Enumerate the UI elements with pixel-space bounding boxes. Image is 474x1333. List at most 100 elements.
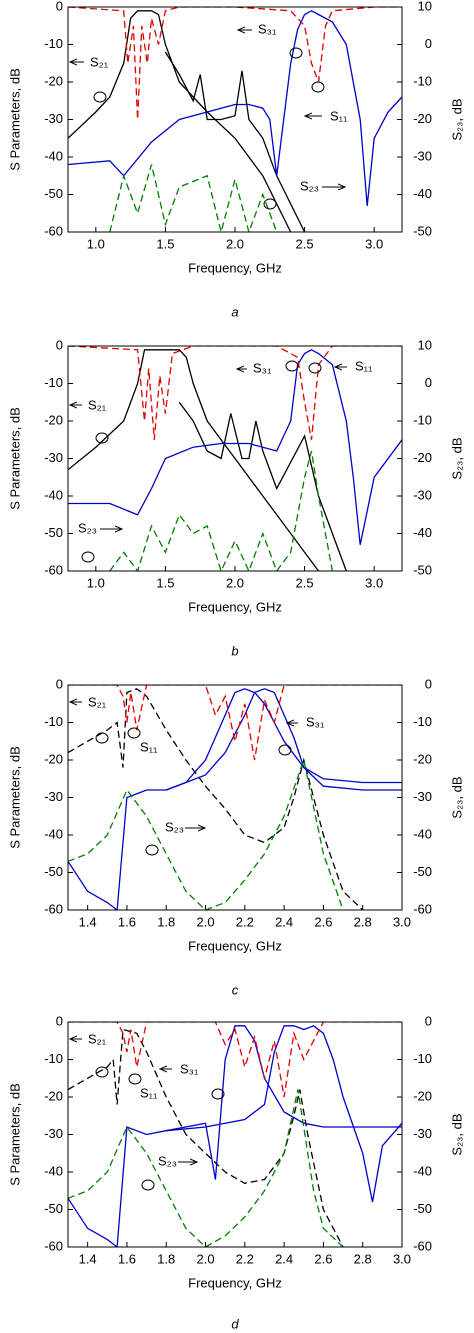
caption: c	[232, 982, 239, 997]
x-tick-label: 3.0	[393, 1251, 411, 1266]
series-line	[68, 1089, 344, 1247]
y2-tick-label: -10	[413, 714, 432, 729]
annotation: S₂₃	[158, 1153, 177, 1168]
y2-tick-label: 0	[425, 375, 432, 390]
caption: b	[231, 643, 238, 658]
x-tick-label: 1.8	[157, 1251, 175, 1266]
plot-frame	[67, 1021, 403, 1248]
series-line	[68, 1022, 402, 1098]
series-line	[68, 7, 402, 120]
annotation: S₂₃	[300, 178, 319, 193]
annotation-ellipse	[145, 844, 159, 856]
x-tick-label: 2.0	[196, 914, 214, 929]
series-line	[178, 401, 347, 571]
x-tick-label: 2.4	[275, 914, 293, 929]
y2-tick-label: -10	[413, 412, 432, 427]
x-axis-title: Frequency, GHz	[188, 938, 282, 953]
y-tick-label: -30	[44, 789, 63, 804]
y2-tick-label: 10	[418, 0, 432, 13]
annotation: S₃₁	[253, 360, 272, 375]
series-line	[68, 757, 344, 910]
series-line	[68, 1025, 402, 1247]
annotation: S₂₃	[165, 819, 184, 834]
series-line	[164, 51, 306, 232]
x-axis-title: Frequency, GHz	[188, 599, 282, 614]
panel: 1.4 1.6 1.8 2.0 2.2 2.4 2.6 2.8 3.0 0 -10 -20 -30 -40…	[7, 1013, 464, 1331]
series-line	[68, 349, 402, 545]
y2-tick-label: -50	[413, 562, 432, 577]
x-tick-label: 2.0	[226, 575, 244, 590]
y-tick-label: -30	[44, 450, 63, 465]
y2-tick-label: 0	[425, 676, 432, 691]
panel: 1.4 1.6 1.8 2.0 2.2 2.4 2.6 2.8 3.0 0 -10 -20 -30 -40…	[7, 676, 464, 997]
y2-tick-label: -50	[413, 1201, 432, 1216]
y-axis-title: S Parameters, dB	[7, 746, 22, 849]
y2-tick-label: -30	[413, 1126, 432, 1141]
annotation: S₂₃	[78, 520, 97, 535]
annotation: S₁₁	[140, 1085, 158, 1100]
y-tick-label: -60	[44, 562, 63, 577]
x-tick-label: 1.4	[79, 1251, 97, 1266]
annotation: S₂₁	[88, 1031, 107, 1046]
x-tick-label: 2.2	[236, 914, 254, 929]
y2-tick-label: -20	[413, 751, 432, 766]
y-axis-title: S Parameters, dB	[7, 68, 22, 171]
y2-tick-label: 0	[425, 36, 432, 51]
y-tick-label: -40	[44, 487, 63, 502]
y-tick-label: -10	[44, 375, 63, 390]
y2-tick-label: -40	[413, 186, 432, 201]
x-tick-label: 2.6	[314, 1251, 332, 1266]
annotation-ellipse	[93, 91, 107, 103]
plot-frame	[67, 684, 403, 911]
y2-tick-label: -40	[413, 1163, 432, 1178]
annotation: S₁₁	[355, 358, 373, 373]
y-axis-title: S Parameters, dB	[7, 407, 22, 510]
x-tick-label: 1.5	[156, 236, 174, 251]
annotation-ellipse	[211, 1088, 225, 1100]
y-tick-label: 0	[56, 676, 63, 691]
y2-tick-label: -50	[413, 223, 432, 238]
y-tick-label: -20	[44, 73, 63, 88]
y-tick-label: 0	[56, 1013, 63, 1028]
y2-tick-label: -30	[413, 487, 432, 502]
annotation: S₃₁	[306, 714, 325, 729]
series-line	[109, 450, 334, 571]
y2-axis-title: S₂₃, dB	[449, 437, 464, 479]
annotation: S₁₁	[330, 108, 348, 123]
y-tick-label: -60	[44, 223, 63, 238]
annotation-ellipse	[285, 360, 299, 372]
x-tick-label: 1.6	[118, 914, 136, 929]
x-tick-label: 2.4	[275, 1251, 293, 1266]
series-line	[68, 349, 320, 571]
x-tick-label: 3.0	[365, 236, 383, 251]
series-line	[68, 688, 364, 910]
annotation-ellipse	[95, 432, 109, 444]
y2-tick-label: -20	[413, 450, 432, 465]
y-tick-label: -60	[44, 901, 63, 916]
annotation-ellipse	[263, 198, 277, 210]
series-line	[68, 685, 402, 761]
y-tick-label: -40	[44, 1163, 63, 1178]
caption: a	[231, 304, 238, 319]
y-tick-label: -10	[44, 36, 63, 51]
y2-tick-label: -10	[413, 1051, 432, 1066]
y-tick-label: 0	[56, 0, 63, 13]
y-tick-label: -10	[44, 1051, 63, 1066]
y-tick-label: -20	[44, 751, 63, 766]
x-tick-label: 2.6	[314, 914, 332, 929]
x-tick-label: 2.8	[354, 1251, 372, 1266]
panel: 1.0 1.5 2.0 2.5 3.0 0 -10 -20 -30 -40 -50 -60 10 0 -10…	[7, 0, 464, 319]
x-tick-label: 3.0	[393, 914, 411, 929]
annotation: S₁₁	[140, 739, 158, 754]
x-tick-label: 1.8	[157, 914, 175, 929]
x-axis-title: Frequency, GHz	[188, 1275, 282, 1290]
y-tick-label: -20	[44, 1088, 63, 1103]
y2-tick-label: 0	[425, 1013, 432, 1028]
y2-tick-label: -50	[413, 864, 432, 879]
annotation: S₂₁	[88, 694, 107, 709]
annotation: S₂₁	[90, 54, 109, 69]
y-tick-label: -30	[44, 111, 63, 126]
x-tick-label: 2.8	[354, 914, 372, 929]
y-axis-title: S Parameters, dB	[7, 1083, 22, 1186]
